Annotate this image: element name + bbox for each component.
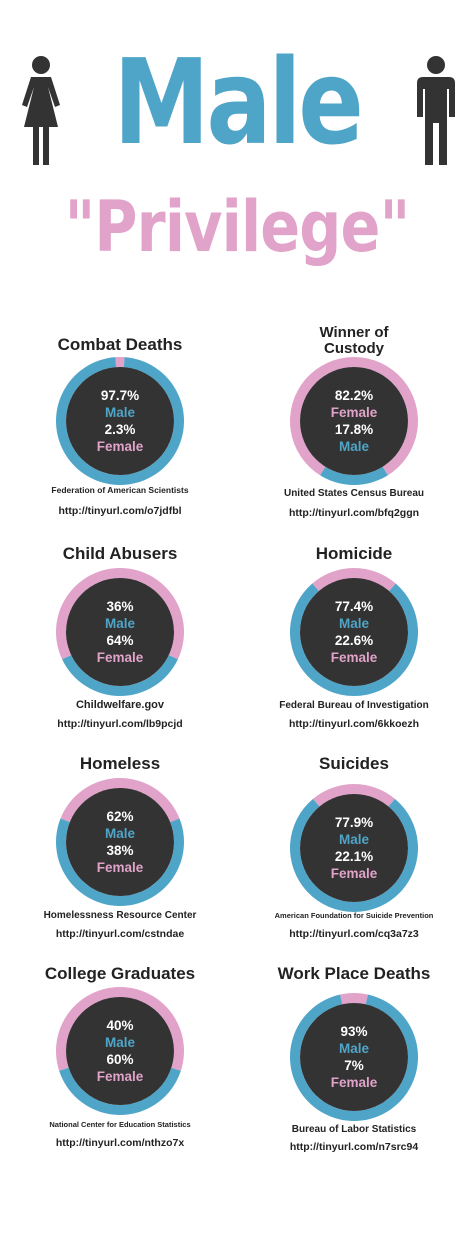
male-percent-label: 40% [106,1018,134,1033]
female-label: Female [96,650,144,665]
male-slice [59,1067,181,1115]
male-percent-label: 62% [106,809,134,824]
female-slice [313,784,395,807]
chart-title: Homeless [79,754,161,773]
female-slice [340,993,368,1005]
female-percent-label: 64% [106,633,134,648]
female-label: Female [330,650,378,665]
source-label: National Center for Education Statistics [49,1120,191,1129]
female-label: Female [330,405,378,420]
source-label: Federation of American Scientists [51,485,189,495]
source-url: http://tinyurl.com/bfq2ggn [288,507,420,519]
female-label: Female [96,1069,144,1084]
female-figure-icon [22,56,60,165]
donut-chart [290,357,418,485]
donut-chart [290,993,418,1121]
source-url: http://tinyurl.com/n7src94 [289,1141,419,1153]
donut-center [300,367,408,475]
source-url: http://tinyurl.com/cstndae [55,928,185,940]
male-label: Male [338,832,369,847]
donut-chart [290,784,418,912]
donut-chart [55,778,184,906]
source-label: Bureau of Labor Statistics [291,1124,417,1135]
page-subtitle: "Privilege" [64,186,411,268]
donut-chart [56,357,185,485]
source-url: http://tinyurl.com/6kkoezh [288,718,420,730]
source-label: American Foundation for Suicide Preventi… [274,911,434,920]
chart-title: Work Place Deaths [277,964,431,983]
male-percent-label: 93% [340,1024,368,1039]
donut-center [300,1003,408,1111]
female-percent-label: 22.1% [334,849,374,864]
source-label: Childwelfare.gov [75,699,165,711]
page-title: Male [113,33,364,171]
male-label: Male [338,616,369,631]
male-label: Male [338,439,369,454]
female-label: Female [330,1075,378,1090]
male-figure-icon [417,56,455,165]
male-label: Male [104,1035,135,1050]
donut-center [66,367,174,475]
male-slice [290,583,418,696]
male-percent-label: 77.9% [334,815,374,830]
chart-title: Child Abusers [62,544,178,563]
female-slice [55,568,184,660]
donut-center [66,997,174,1105]
donut-center [300,794,408,902]
male-label: Male [104,405,135,420]
female-slice [312,568,396,592]
male-slice [320,466,388,485]
female-percent-label: 38% [106,843,134,858]
female-percent-label: 22.6% [334,633,374,648]
donut-center [300,578,408,686]
male-label: Male [338,1041,369,1056]
source-label: Federal Bureau of Investigation [279,700,429,711]
female-slice [115,357,125,368]
donut-center [66,788,174,896]
donut-chart [290,568,418,696]
female-slice [60,778,180,823]
female-percent-label: 7% [344,1058,364,1073]
female-label: Female [330,866,378,881]
source-url: http://tinyurl.com/nthzo7x [55,1137,185,1149]
male-percent-label: 77.4% [334,599,374,614]
source-url: http://tinyurl.com/cq3a7z3 [289,928,419,940]
chart-title: Combat Deaths [57,335,183,354]
female-percent-label: 82.2% [334,388,374,403]
male-label: Male [104,826,135,841]
male-percent-label: 17.8% [334,422,374,437]
female-label: Female [96,439,144,454]
donut-center [66,578,174,686]
chart-title: College Graduates [44,964,196,983]
source-url: http://tinyurl.com/o7jdfbl [58,505,182,517]
female-percent-label: 2.3% [104,422,136,437]
male-label: Male [104,616,135,631]
female-percent-label: 60% [106,1052,134,1067]
source-label: Homelessness Resource Center [43,910,197,921]
donut-chart [55,568,184,696]
donut-chart [55,987,184,1115]
chart-title: Winner of Custody [319,324,389,357]
male-slice [62,654,178,696]
chart-title: Homicide [315,544,393,563]
female-label: Female [96,860,144,875]
source-url: http://tinyurl.com/lb9pcjd [57,718,183,730]
male-percent-label: 97.7% [100,388,140,403]
male-percent-label: 36% [106,599,134,614]
source-label: United States Census Bureau [283,488,425,499]
chart-title: Suicides [319,754,389,773]
male-slice [290,798,418,912]
